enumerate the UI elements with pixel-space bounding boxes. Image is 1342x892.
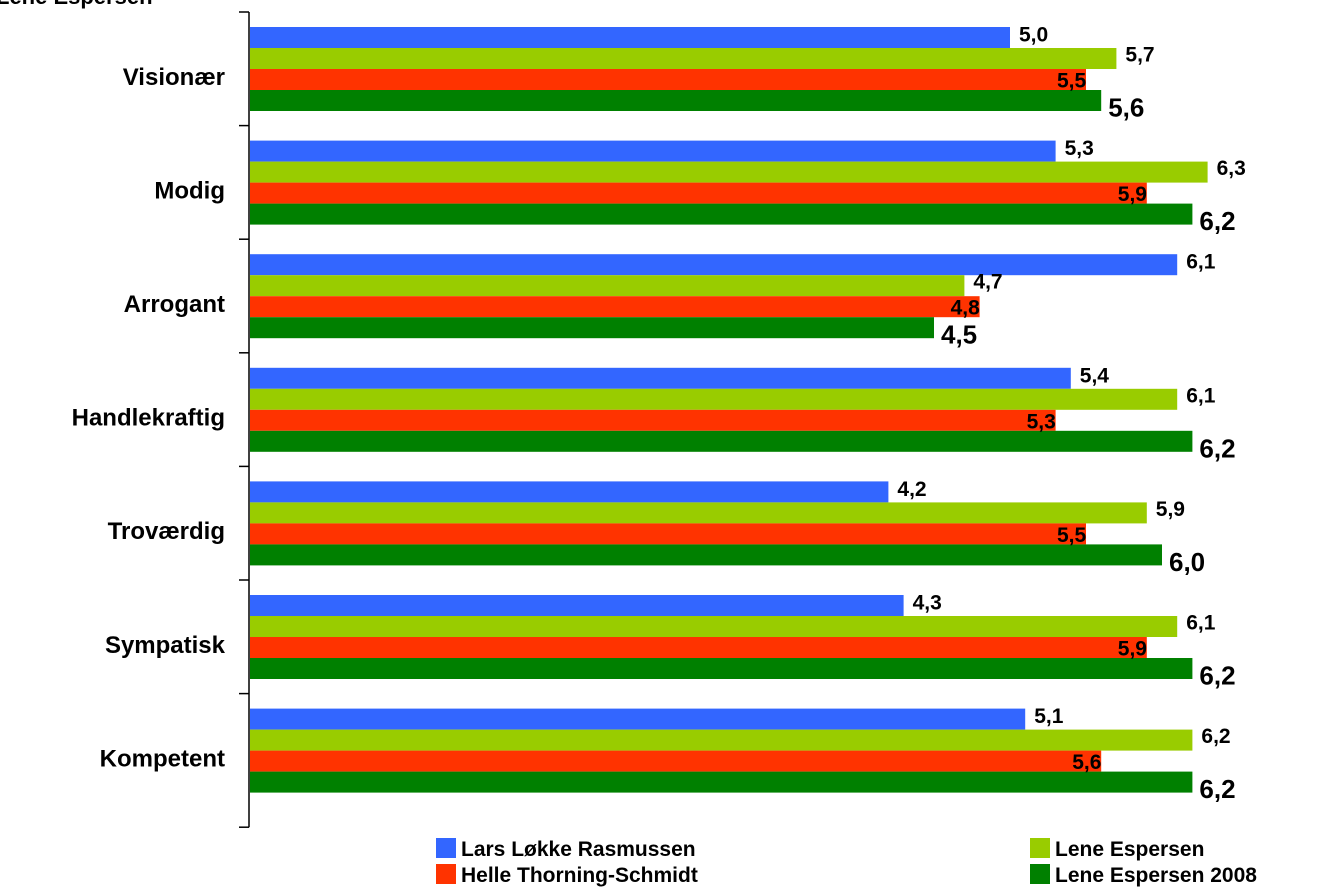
bar-helle-thorning-schmidt-arrogant: [250, 296, 980, 318]
data-label-lene-espersen-2008-handlekraftig: 6,2: [1199, 433, 1235, 463]
bar-lene-espersen-2008-trov-rdig: [250, 544, 1162, 566]
data-label-lars-l-kke-rasmussen-handlekraftig: 5,4: [1080, 364, 1110, 387]
data-label-lene-espersen-2008-kompetent: 6,2: [1199, 774, 1235, 804]
bar-lene-espersen-handlekraftig: [250, 388, 1178, 410]
data-label-lene-espersen-2008-trov-rdig: 6,0: [1169, 547, 1205, 577]
data-label-helle-thorning-schmidt-arrogant: 4,8: [951, 297, 981, 320]
data-label-helle-thorning-schmidt-modig: 5,9: [1118, 183, 1147, 206]
data-label-lars-l-kke-rasmussen-modig: 5,3: [1065, 137, 1094, 160]
bar-lars-l-kke-rasmussen-kompetent: [250, 708, 1026, 730]
data-label-lene-espersen-trov-rdig: 5,9: [1156, 498, 1185, 521]
bar-helle-thorning-schmidt-kompetent: [250, 750, 1102, 772]
legend-label-helle-thorning-schmidt: Helle Thorning-Schmidt: [461, 864, 698, 887]
chart-title-fragment: Lene Espersen: [0, 0, 153, 9]
category-labels: Visionær Modig Arrogant Handlekraftig Trovær…: [72, 64, 226, 773]
bar-lene-espersen-arrogant: [250, 275, 965, 297]
bar-lene-espersen-modig: [250, 161, 1208, 183]
data-label-lene-espersen-2008-sympatisk: 6,2: [1199, 661, 1235, 691]
legend-swatch-lars-l-kke-rasmussen: [436, 838, 456, 858]
data-label-helle-thorning-schmidt-sympatisk: 5,9: [1118, 638, 1147, 661]
data-label-lars-l-kke-rasmussen-arrogant: 6,1: [1186, 251, 1216, 274]
bar-lene-espersen-2008-vision-r: [250, 90, 1102, 111]
legend-label-lene-espersen-2008: Lene Espersen 2008: [1055, 864, 1257, 887]
legend-swatch-helle-thorning-schmidt: [436, 864, 456, 884]
bar-lene-espersen-2008-sympatisk: [250, 658, 1193, 679]
bar-lene-espersen-trov-rdig: [250, 502, 1147, 524]
bar-helle-thorning-schmidt-handlekraftig: [250, 409, 1056, 431]
legend-swatch-lene-espersen: [1030, 838, 1050, 858]
bar-lars-l-kke-rasmussen-handlekraftig: [250, 367, 1071, 389]
bar-lene-espersen-2008-arrogant: [250, 317, 934, 339]
bar-lars-l-kke-rasmussen-trov-rdig: [250, 481, 889, 503]
data-label-helle-thorning-schmidt-kompetent: 5,6: [1072, 751, 1101, 774]
bar-lars-l-kke-rasmussen-arrogant: [250, 254, 1178, 276]
legend-swatch-lene-espersen-2008: [1030, 864, 1050, 884]
data-label-lene-espersen-arrogant: 4,7: [973, 271, 1002, 294]
bar-helle-thorning-schmidt-vision-r: [250, 69, 1086, 90]
bars: [250, 27, 1208, 793]
bar-helle-thorning-schmidt-modig: [250, 182, 1147, 204]
legend-label-lars-l-kke-rasmussen: Lars Løkke Rasmussen: [461, 838, 696, 861]
data-label-lene-espersen-2008-modig: 6,2: [1199, 206, 1235, 236]
y-axis: [239, 11, 250, 828]
bar-lene-espersen-vision-r: [250, 48, 1117, 69]
legend-label-lene-espersen: Lene Espersen: [1055, 838, 1204, 861]
category-label-sympatisk: Sympatisk: [105, 632, 226, 659]
category-label-vision-r: Visionær: [123, 64, 225, 91]
bar-helle-thorning-schmidt-sympatisk: [250, 637, 1147, 658]
data-label-lene-espersen-sympatisk: 6,1: [1186, 612, 1216, 635]
bar-lene-espersen-kompetent: [250, 729, 1193, 751]
legend: Lars Løkke Rasmussen Lene Espersen Helle T…: [436, 838, 1257, 887]
bar-lene-espersen-2008-kompetent: [250, 771, 1193, 793]
data-label-lene-espersen-2008-arrogant: 4,5: [941, 320, 977, 350]
bar-lars-l-kke-rasmussen-vision-r: [250, 27, 1010, 48]
bar-lars-l-kke-rasmussen-modig: [250, 140, 1056, 162]
data-label-helle-thorning-schmidt-trov-rdig: 5,5: [1057, 524, 1087, 547]
data-label-lars-l-kke-rasmussen-kompetent: 5,1: [1034, 705, 1064, 728]
data-label-lars-l-kke-rasmussen-sympatisk: 4,3: [913, 592, 942, 615]
category-label-arrogant: Arrogant: [124, 291, 225, 318]
bar-lars-l-kke-rasmussen-sympatisk: [250, 595, 904, 616]
category-label-kompetent: Kompetent: [100, 745, 225, 772]
data-label-lene-espersen-handlekraftig: 6,1: [1186, 384, 1216, 407]
bar-lene-espersen-sympatisk: [250, 616, 1178, 637]
data-labels: 5,0 5,7 5,5 5,6 5,3 6,3 5,9 6,2 6,1 4,7 4,84,5 5,4 6…: [897, 24, 1245, 805]
data-label-lene-espersen-2008-vision-r: 5,6: [1108, 93, 1144, 123]
data-label-helle-thorning-schmidt-handlekraftig: 5,3: [1027, 410, 1056, 433]
data-label-lene-espersen-kompetent: 6,2: [1201, 725, 1230, 748]
category-label-trov-rdig: Troværdig: [108, 518, 225, 545]
bar-helle-thorning-schmidt-trov-rdig: [250, 523, 1086, 545]
data-label-lene-espersen-modig: 6,3: [1217, 157, 1246, 180]
data-label-lene-espersen-vision-r: 5,7: [1125, 44, 1154, 67]
data-label-helle-thorning-schmidt-vision-r: 5,5: [1057, 70, 1087, 93]
category-label-modig: Modig: [154, 177, 225, 204]
data-label-lars-l-kke-rasmussen-trov-rdig: 4,2: [897, 478, 926, 501]
bar-lene-espersen-2008-handlekraftig: [250, 430, 1193, 452]
bar-lene-espersen-2008-modig: [250, 203, 1193, 225]
category-label-handlekraftig: Handlekraftig: [72, 405, 225, 432]
data-label-lars-l-kke-rasmussen-vision-r: 5,0: [1019, 24, 1048, 47]
